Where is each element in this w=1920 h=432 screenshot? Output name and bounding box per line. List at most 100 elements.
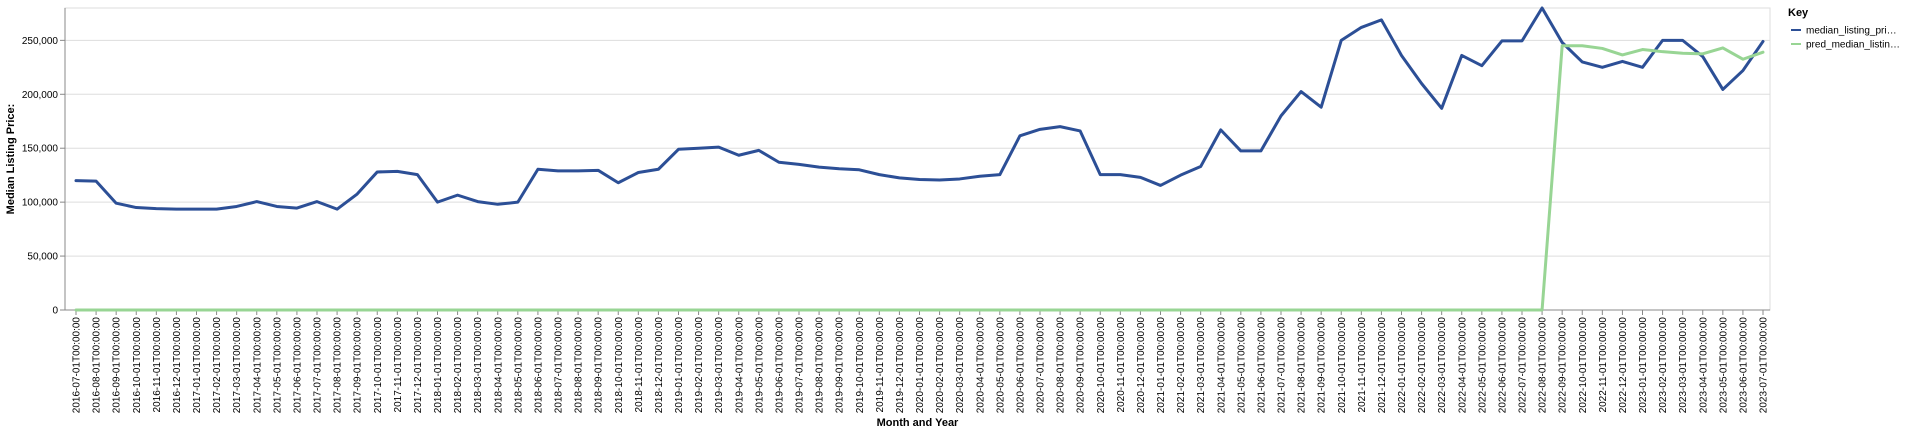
x-tick-label: 2022-03-01T00:00:00 bbox=[1437, 317, 1448, 414]
x-tick-label: 2020-08-01T00:00:00 bbox=[1056, 317, 1067, 414]
y-tick-label: 250,000 bbox=[22, 36, 59, 47]
x-tick-label: 2022-06-01T00:00:00 bbox=[1497, 317, 1508, 414]
x-tick-label: 2017-12-01T00:00:00 bbox=[413, 317, 424, 414]
x-tick-label: 2019-10-01T00:00:00 bbox=[855, 317, 866, 414]
x-tick-label: 2017-11-01T00:00:00 bbox=[393, 317, 404, 413]
y-tick-label: 200,000 bbox=[22, 90, 59, 101]
x-tick-label: 2020-07-01T00:00:00 bbox=[1036, 317, 1047, 414]
series-lines bbox=[74, 6, 1765, 312]
x-tick-label: 2022-11-01T00:00:00 bbox=[1598, 317, 1609, 413]
x-tick-label: 2018-04-01T00:00:00 bbox=[493, 317, 504, 414]
x-tick-label: 2017-04-01T00:00:00 bbox=[252, 317, 263, 414]
x-tick-label: 2022-04-01T00:00:00 bbox=[1457, 317, 1468, 414]
x-tick-label: 2018-07-01T00:00:00 bbox=[554, 317, 565, 414]
x-tick-label: 2021-01-01T00:00:00 bbox=[1156, 317, 1167, 414]
x-tick-label: 2022-07-01T00:00:00 bbox=[1518, 317, 1529, 414]
x-tick-label: 2017-06-01T00:00:00 bbox=[292, 317, 303, 414]
x-tick-label: 2021-04-01T00:00:00 bbox=[1216, 317, 1227, 414]
x-tick-label: 2018-08-01T00:00:00 bbox=[574, 317, 585, 414]
x-tick-label: 2021-11-01T00:00:00 bbox=[1357, 317, 1368, 413]
x-tick-label: 2018-02-01T00:00:00 bbox=[453, 317, 464, 414]
x-tick-label: 2018-01-01T00:00:00 bbox=[433, 317, 444, 414]
plot-frame bbox=[64, 7, 1771, 311]
series-line-1 bbox=[74, 44, 1765, 312]
x-tick-label: 2018-10-01T00:00:00 bbox=[614, 317, 625, 414]
x-tick-label: 2022-12-01T00:00:00 bbox=[1618, 317, 1629, 414]
x-tick-label: 2019-06-01T00:00:00 bbox=[774, 317, 785, 414]
x-tick-label: 2018-05-01T00:00:00 bbox=[513, 317, 524, 414]
x-tick-label: 2023-04-01T00:00:00 bbox=[1698, 317, 1709, 414]
x-tick-label: 2023-05-01T00:00:00 bbox=[1718, 317, 1729, 414]
x-tick-label: 2021-06-01T00:00:00 bbox=[1256, 317, 1267, 414]
x-tick-label: 2023-06-01T00:00:00 bbox=[1738, 317, 1749, 414]
x-tick-label: 2019-04-01T00:00:00 bbox=[734, 317, 745, 414]
series-line-0 bbox=[74, 6, 1765, 211]
plot-border bbox=[64, 7, 1771, 311]
x-tick-label: 2018-12-01T00:00:00 bbox=[654, 317, 665, 414]
x-tick-label: 2017-08-01T00:00:00 bbox=[333, 317, 344, 414]
y-axis-title: Median Listing Price: bbox=[5, 104, 17, 215]
x-tick-label: 2021-03-01T00:00:00 bbox=[1196, 317, 1207, 414]
x-tick-label: 2020-05-01T00:00:00 bbox=[995, 317, 1006, 414]
x-tick-label: 2017-02-01T00:00:00 bbox=[212, 317, 223, 414]
x-axis-title: Month and Year bbox=[877, 417, 959, 429]
x-tick-label: 2017-10-01T00:00:00 bbox=[373, 317, 384, 414]
x-tick-label: 2023-07-01T00:00:00 bbox=[1759, 317, 1770, 414]
x-tick-label: 2018-09-01T00:00:00 bbox=[594, 317, 605, 414]
y-tick-label: 150,000 bbox=[22, 144, 59, 155]
x-tick-label: 2017-05-01T00:00:00 bbox=[272, 317, 283, 414]
x-tick-label: 2019-03-01T00:00:00 bbox=[714, 317, 725, 414]
legend: Key median_listing_pri… pred_median_listi… bbox=[1788, 7, 1900, 51]
x-tick-label: 2020-09-01T00:00:00 bbox=[1076, 317, 1087, 414]
x-tick-label: 2021-07-01T00:00:00 bbox=[1277, 317, 1288, 414]
x-tick-label: 2019-08-01T00:00:00 bbox=[815, 317, 826, 414]
x-tick-label: 2018-11-01T00:00:00 bbox=[634, 317, 645, 413]
x-axis-ticks: 2016-07-01T00:00:00 2016-08-01T00:00:00 20… bbox=[72, 310, 1770, 413]
x-tick-label: 2022-09-01T00:00:00 bbox=[1558, 317, 1569, 414]
x-tick-label: 2019-12-01T00:00:00 bbox=[895, 317, 906, 414]
x-tick-label: 2019-09-01T00:00:00 bbox=[835, 317, 846, 414]
x-tick-label: 2016-12-01T00:00:00 bbox=[172, 317, 183, 414]
x-tick-label: 2016-07-01T00:00:00 bbox=[72, 317, 83, 414]
x-tick-label: 2020-10-01T00:00:00 bbox=[1096, 317, 1107, 414]
x-tick-label: 2019-11-01T00:00:00 bbox=[875, 317, 886, 413]
x-tick-label: 2019-01-01T00:00:00 bbox=[674, 317, 685, 414]
y-axis-ticks: 0 50,000 100,000 150,000 200,000 250,000 bbox=[22, 36, 65, 317]
x-tick-label: 2021-10-01T00:00:00 bbox=[1337, 317, 1348, 414]
y-tick-label: 0 bbox=[52, 306, 58, 317]
x-tick-label: 2020-04-01T00:00:00 bbox=[975, 317, 986, 414]
x-tick-label: 2021-09-01T00:00:00 bbox=[1317, 317, 1328, 414]
gridlines bbox=[65, 39, 1770, 257]
x-tick-label: 2022-01-01T00:00:00 bbox=[1397, 317, 1408, 414]
x-tick-label: 2022-10-01T00:00:00 bbox=[1578, 317, 1589, 414]
legend-title: Key bbox=[1788, 7, 1809, 19]
x-tick-label: 2021-05-01T00:00:00 bbox=[1236, 317, 1247, 414]
x-tick-label: 2017-03-01T00:00:00 bbox=[232, 317, 243, 414]
legend-label: pred_median_listin… bbox=[1806, 40, 1900, 51]
x-tick-label: 2017-01-01T00:00:00 bbox=[192, 317, 203, 414]
x-tick-label: 2023-01-01T00:00:00 bbox=[1638, 317, 1649, 414]
x-tick-label: 2017-09-01T00:00:00 bbox=[353, 317, 364, 414]
y-tick-label: 100,000 bbox=[22, 198, 59, 209]
x-tick-label: 2019-05-01T00:00:00 bbox=[754, 317, 765, 414]
x-tick-label: 2020-02-01T00:00:00 bbox=[935, 317, 946, 414]
x-tick-label: 2020-12-01T00:00:00 bbox=[1136, 317, 1147, 414]
x-tick-label: 2017-07-01T00:00:00 bbox=[313, 317, 324, 414]
x-tick-label: 2016-11-01T00:00:00 bbox=[152, 317, 163, 413]
x-tick-label: 2019-07-01T00:00:00 bbox=[795, 317, 806, 414]
x-tick-label: 2016-09-01T00:00:00 bbox=[112, 317, 123, 414]
x-tick-label: 2022-02-01T00:00:00 bbox=[1417, 317, 1428, 414]
x-tick-label: 2020-03-01T00:00:00 bbox=[955, 317, 966, 414]
x-tick-label: 2023-02-01T00:00:00 bbox=[1658, 317, 1669, 414]
y-tick-label: 50,000 bbox=[27, 252, 58, 263]
x-tick-label: 2018-06-01T00:00:00 bbox=[533, 317, 544, 414]
x-tick-label: 2023-03-01T00:00:00 bbox=[1678, 317, 1689, 414]
x-tick-label: 2019-02-01T00:00:00 bbox=[694, 317, 705, 414]
legend-label: median_listing_pri… bbox=[1806, 26, 1897, 37]
x-tick-label: 2021-08-01T00:00:00 bbox=[1297, 317, 1308, 414]
x-tick-label: 2021-12-01T00:00:00 bbox=[1377, 317, 1388, 414]
x-tick-label: 2020-06-01T00:00:00 bbox=[1015, 317, 1026, 414]
legend-entries: median_listing_pri… pred_median_listin… bbox=[1791, 26, 1900, 51]
x-tick-label: 2021-02-01T00:00:00 bbox=[1176, 317, 1187, 414]
